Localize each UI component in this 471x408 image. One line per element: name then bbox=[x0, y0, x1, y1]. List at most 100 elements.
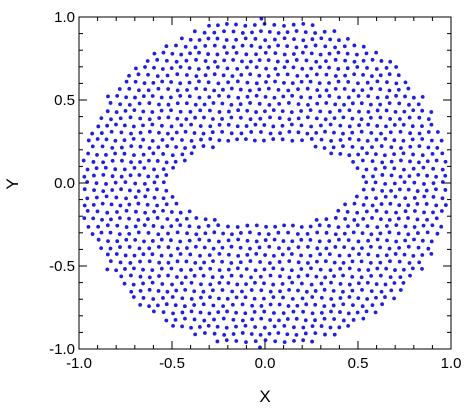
data-point-1005 bbox=[127, 86, 132, 91]
data-point-294 bbox=[248, 259, 253, 263]
data-point-594 bbox=[440, 196, 445, 201]
data-point-602 bbox=[145, 187, 150, 192]
data-point-749 bbox=[86, 138, 91, 143]
data-point-43 bbox=[310, 324, 315, 328]
data-point-957 bbox=[315, 101, 320, 106]
data-point-509 bbox=[175, 218, 180, 222]
data-point-428 bbox=[146, 231, 151, 235]
data-point-574 bbox=[443, 203, 448, 207]
data-point-603 bbox=[155, 187, 159, 192]
data-point-956 bbox=[306, 102, 310, 107]
data-point-1153 bbox=[152, 51, 157, 56]
data-point-220 bbox=[192, 273, 197, 278]
data-point-764 bbox=[226, 138, 231, 143]
data-point-503 bbox=[117, 216, 122, 220]
data-point-575 bbox=[85, 196, 90, 201]
data-point-366 bbox=[257, 245, 262, 250]
data-point-839 bbox=[217, 122, 222, 127]
data-point-24 bbox=[303, 331, 308, 336]
data-point-407 bbox=[299, 237, 304, 242]
data-point-948 bbox=[229, 102, 234, 107]
data-point-253 bbox=[189, 268, 193, 272]
data-point-936 bbox=[118, 102, 123, 107]
data-point-184 bbox=[150, 280, 155, 285]
data-point-418 bbox=[403, 238, 408, 243]
data-point-1086 bbox=[305, 73, 310, 78]
data-point-1175 bbox=[355, 52, 359, 57]
data-point-1011 bbox=[185, 88, 189, 92]
data-point-859 bbox=[401, 122, 406, 127]
data-point-372 bbox=[315, 246, 320, 251]
data-point-745 bbox=[408, 144, 413, 149]
data-point-1136 bbox=[240, 59, 244, 64]
data-point-414 bbox=[366, 238, 371, 243]
data-point-1028 bbox=[342, 87, 347, 91]
data-point-771 bbox=[290, 138, 295, 143]
data-point-1137 bbox=[248, 59, 253, 64]
axis-ticks bbox=[78, 16, 452, 350]
x-tick-label-0: -1.0 bbox=[66, 355, 92, 372]
data-point-628 bbox=[402, 180, 407, 184]
data-point-1121 bbox=[355, 65, 360, 69]
data-point-1111 bbox=[264, 66, 268, 71]
data-point-248 bbox=[141, 267, 145, 272]
data-point-182 bbox=[131, 282, 136, 287]
data-point-379 bbox=[378, 245, 383, 250]
data-point-250 bbox=[159, 266, 164, 271]
data-point-51 bbox=[192, 317, 197, 322]
data-point-620 bbox=[133, 181, 138, 186]
data-point-608 bbox=[389, 188, 393, 193]
data-point-47 bbox=[346, 324, 351, 328]
data-point-1203 bbox=[206, 36, 211, 41]
data-point-49 bbox=[173, 317, 178, 322]
data-point-649 bbox=[416, 172, 421, 177]
data-point-1059 bbox=[336, 79, 341, 84]
data-point-241 bbox=[388, 275, 393, 280]
data-point-1196 bbox=[333, 45, 337, 50]
data-point-587 bbox=[374, 196, 378, 201]
data-point-1125 bbox=[394, 65, 399, 69]
data-point-670 bbox=[421, 165, 426, 170]
data-point-180 bbox=[398, 288, 403, 292]
data-point-917 bbox=[271, 108, 276, 113]
data-point-25 bbox=[313, 331, 318, 336]
data-point-219 bbox=[183, 275, 188, 280]
data-point-387 bbox=[115, 239, 120, 244]
data-point-897 bbox=[417, 115, 422, 120]
data-point-1007 bbox=[146, 88, 151, 93]
data-point-413 bbox=[356, 239, 361, 244]
data-point-770 bbox=[280, 137, 285, 142]
data-point-429 bbox=[156, 232, 161, 237]
data-point-1188 bbox=[258, 45, 263, 50]
data-point-849 bbox=[309, 124, 314, 129]
data-point-1006 bbox=[137, 88, 141, 93]
data-point-904 bbox=[150, 110, 155, 114]
data-point-88 bbox=[319, 310, 324, 315]
data-point-528 bbox=[85, 208, 90, 213]
data-point-364 bbox=[238, 245, 243, 250]
data-point-636 bbox=[110, 174, 115, 179]
data-point-860 bbox=[410, 124, 415, 129]
data-point-463 bbox=[115, 223, 120, 228]
data-point-651 bbox=[434, 174, 438, 179]
data-point-964 bbox=[378, 102, 383, 107]
data-point-64 bbox=[313, 318, 317, 323]
data-point-223 bbox=[220, 275, 224, 279]
data-point-105 bbox=[230, 302, 235, 307]
data-point-81 bbox=[252, 309, 257, 314]
data-point-186 bbox=[170, 282, 174, 287]
data-point-1118 bbox=[327, 65, 331, 70]
data-point-1054 bbox=[290, 81, 295, 86]
data-point-499 bbox=[82, 216, 87, 221]
data-point-37 bbox=[253, 325, 257, 329]
data-point-840 bbox=[226, 122, 231, 127]
data-point-791 bbox=[119, 130, 124, 135]
data-point-67 bbox=[341, 318, 346, 323]
data-point-720 bbox=[440, 151, 445, 156]
data-point-1228 bbox=[276, 31, 281, 35]
data-point-600 bbox=[127, 188, 132, 193]
y-tick-label-3: 0.5 bbox=[54, 92, 75, 109]
data-point-669 bbox=[411, 166, 416, 171]
data-point-1131 bbox=[194, 57, 198, 62]
data-point-18 bbox=[249, 332, 254, 336]
